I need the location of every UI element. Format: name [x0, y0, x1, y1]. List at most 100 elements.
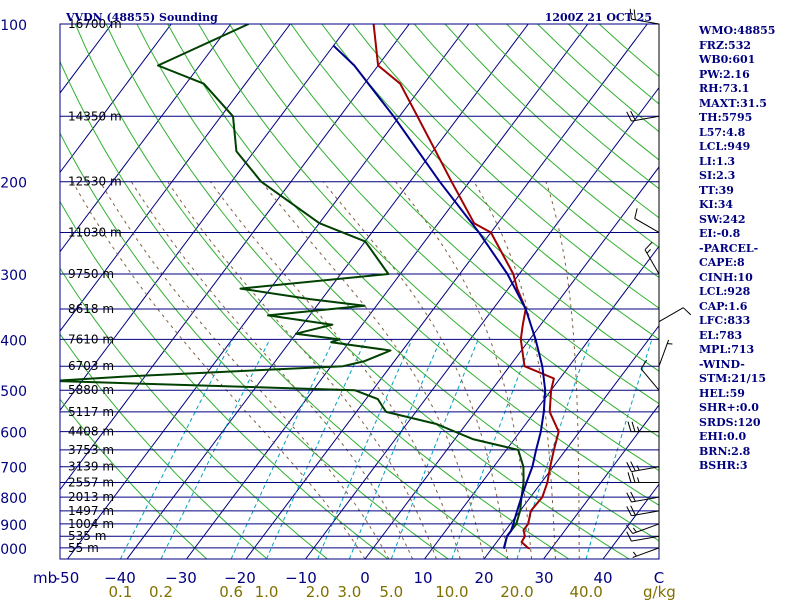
- mixing-ratio-line: [451, 339, 534, 559]
- wind-barb: [629, 8, 660, 25]
- dry-adiabat: [198, 24, 659, 472]
- wind-barb: [626, 531, 660, 542]
- index-ei: EI:-0.8: [699, 227, 741, 240]
- wind-header: -WIND-: [699, 357, 745, 371]
- index-el: EL:783: [699, 328, 743, 342]
- height-level-label: 16700 m: [68, 17, 122, 31]
- dewpoint-profile-line: [60, 24, 525, 550]
- index-hel: HEL:59: [699, 386, 745, 400]
- height-level-label: 3753 m: [68, 443, 114, 457]
- mixing-ratio-label: 5.0: [379, 583, 403, 600]
- pressure-tick-label: 800: [0, 491, 27, 507]
- temperature-tick-label: C: [654, 569, 664, 587]
- index-parcel-lcl: LCL:928: [699, 285, 751, 298]
- isotherm-line: [67, 24, 470, 559]
- wind-barb: [634, 208, 660, 233]
- dry-adiabat: [259, 24, 659, 405]
- index-mpl: MPL:713: [699, 343, 755, 356]
- mixing-ratio-label: 0.1: [108, 583, 132, 600]
- index-ehi: EHI:0.0: [699, 430, 747, 443]
- isotherm-line: [424, 245, 659, 559]
- mixing-ratio-label: 10.0: [435, 583, 468, 600]
- index-sw: SW:242: [699, 212, 746, 226]
- pressure-tick-label: 700: [0, 461, 27, 477]
- height-level-label: 2013 m: [68, 490, 114, 504]
- wind-barbs: [626, 8, 692, 558]
- isotherm-line: [483, 324, 659, 559]
- mixing-ratio-label: 40.0: [569, 583, 602, 600]
- wind-barb: [640, 359, 660, 391]
- wind-barb: [626, 110, 660, 122]
- mixing-ratio-line: [119, 339, 234, 559]
- dry-adiabat: [136, 24, 659, 542]
- index-wb0: WB0:601: [699, 53, 756, 66]
- isotherm-line: [186, 24, 589, 559]
- mixing-ratio-label: 0.6: [219, 583, 243, 600]
- height-level-label: 12530 m: [68, 175, 122, 189]
- isotherm-line: [60, 24, 291, 332]
- dry-adiabat: [60, 60, 509, 559]
- pressure-tick-label: 900: [0, 518, 27, 534]
- dry-adiabat: [290, 24, 659, 372]
- mixing-ratio-label: 2.0: [306, 583, 330, 600]
- wind-barb: [626, 491, 660, 503]
- temperature-tick-label: 20: [474, 569, 493, 587]
- wind-barb: [632, 547, 660, 558]
- index-cinh: CINH:10: [699, 270, 753, 284]
- temperature-tick-label: −30: [165, 569, 197, 587]
- pressure-tick-label: 1000: [0, 542, 27, 558]
- temperature-tick-label: −40: [104, 569, 136, 587]
- height-level-label: 14350 m: [68, 109, 122, 123]
- isotherm-line: [364, 166, 659, 559]
- index-rh: RH:73.1: [699, 82, 750, 95]
- height-level-label: 3139 m: [68, 460, 114, 474]
- wind-barb: [644, 241, 660, 275]
- index-srds: SRDS:120: [699, 415, 761, 429]
- index-tt: TT:39: [699, 183, 734, 197]
- index-frz: FRZ:532: [699, 38, 752, 52]
- isotherm-line: [543, 404, 659, 559]
- pressure-unit-label: mb: [33, 569, 57, 587]
- wind-barb: [626, 523, 660, 534]
- pressure-tick-label: 400: [0, 333, 27, 349]
- index-wmo: WMO:48855: [699, 24, 776, 37]
- dry-adiabat: [60, 200, 389, 559]
- moist-adiabat: [209, 181, 461, 559]
- parcel-profile-line: [332, 44, 547, 549]
- index-th: TH:5795: [699, 111, 753, 124]
- isotherm-line: [245, 24, 648, 559]
- dry-adiabat: [413, 24, 659, 248]
- mixing-ratio-line: [585, 339, 653, 559]
- index-brn: BRN:2.8: [699, 444, 751, 458]
- temperature-tick-label: −20: [224, 569, 256, 587]
- wind-barb: [658, 307, 692, 323]
- mixing-ratio-line: [317, 339, 413, 559]
- pressure-tick-label: 100: [0, 18, 27, 34]
- isotherm-line: [60, 24, 410, 491]
- dry-adiabat: [60, 398, 208, 559]
- dry-adiabat: [105, 24, 630, 559]
- isotherm-line: [126, 24, 529, 559]
- wind-barb: [627, 421, 659, 433]
- pressure-tick-label: 300: [0, 268, 27, 284]
- dry-adiabat: [228, 24, 659, 438]
- index-ki: KI:34: [699, 198, 734, 211]
- mixing-ratio-line: [390, 339, 479, 559]
- index-pw: PW:2.16: [699, 67, 750, 81]
- height-level-label: 8618 m: [68, 302, 114, 316]
- isotherm-line: [60, 24, 232, 253]
- index-l57: L57:4.8: [699, 125, 746, 139]
- height-level-label: 9750 m: [68, 267, 114, 281]
- mixing-ratio-label: 0.2: [149, 583, 173, 600]
- moist-adiabat: [167, 181, 437, 559]
- background-grid: [60, 24, 659, 559]
- height-level-label: 1497 m: [68, 504, 114, 518]
- index-cape: CAPE:8: [699, 256, 745, 269]
- height-level-label: 55 m: [68, 541, 99, 555]
- temperature-profile-line: [372, 24, 560, 550]
- temperature-tick-label: -50: [55, 569, 80, 587]
- profile-lines: [60, 24, 560, 550]
- dry-adiabat: [167, 24, 659, 506]
- moist-adiabat: [130, 181, 414, 559]
